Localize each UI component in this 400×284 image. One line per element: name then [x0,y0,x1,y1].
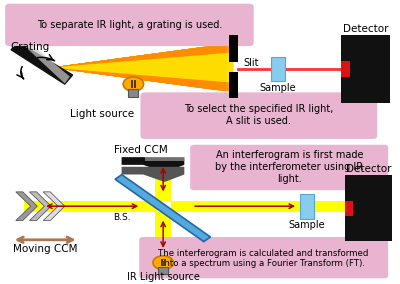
Polygon shape [51,66,58,68]
Text: To select the specified IR light,
A slit is used.: To select the specified IR light, A slit… [184,104,334,126]
Text: Fixed CCM: Fixed CCM [114,145,168,155]
Polygon shape [26,44,70,83]
Polygon shape [51,55,146,80]
FancyBboxPatch shape [5,4,254,46]
Polygon shape [122,157,184,172]
Bar [24,201,157,212]
Polygon shape [51,58,124,78]
Text: Sample: Sample [260,83,296,93]
Polygon shape [51,45,219,90]
Text: Grating: Grating [10,42,49,52]
Polygon shape [115,175,210,242]
Bar [230,35,238,62]
Polygon shape [51,51,175,84]
Bar [230,72,238,98]
Polygon shape [51,60,109,76]
FancyBboxPatch shape [140,92,377,139]
Polygon shape [51,64,80,72]
Bar [345,175,392,241]
Polygon shape [51,54,153,82]
Polygon shape [51,62,88,72]
Polygon shape [51,48,197,87]
Bar [155,212,171,259]
Bar [341,61,350,77]
Text: Light source: Light source [70,109,134,119]
Polygon shape [43,192,65,220]
Text: IR Light source: IR Light source [127,272,200,282]
Text: B.S.: B.S. [113,213,130,222]
Polygon shape [51,43,233,92]
FancyBboxPatch shape [190,145,388,190]
Bar [158,266,168,274]
Polygon shape [51,44,226,91]
Bar [128,89,138,97]
Text: Moving CCM: Moving CCM [13,245,78,254]
Polygon shape [51,61,102,74]
Text: Slit: Slit [243,58,259,68]
Polygon shape [51,50,182,85]
Text: Detector: Detector [346,164,391,174]
Text: Detector: Detector [343,24,388,34]
Polygon shape [51,47,204,88]
Bar [341,35,390,103]
Polygon shape [51,59,117,76]
Polygon shape [145,157,184,161]
Bar [300,194,314,219]
Polygon shape [51,56,138,80]
Polygon shape [11,43,73,84]
Polygon shape [51,53,160,82]
Ellipse shape [153,256,173,270]
Bar [171,201,365,212]
Text: To separate IR light, a grating is used.: To separate IR light, a grating is used. [37,20,222,30]
Polygon shape [51,64,73,70]
Polygon shape [51,52,168,83]
Polygon shape [122,167,184,182]
Polygon shape [51,53,233,83]
Polygon shape [51,66,66,70]
Bar [155,158,171,201]
Polygon shape [51,62,95,74]
Text: The interferogram is calculated and transformed
into a spectrum using a Fourier : The interferogram is calculated and tran… [158,248,369,268]
Polygon shape [51,49,190,86]
Polygon shape [51,46,212,89]
Polygon shape [51,57,131,78]
Polygon shape [16,192,37,220]
Text: Sample: Sample [288,220,325,231]
FancyBboxPatch shape [139,237,388,278]
Bar [345,201,353,216]
Polygon shape [30,192,51,220]
Text: An interferogram is first made
by the interferometer using IR
light.: An interferogram is first made by the in… [215,151,364,184]
Ellipse shape [123,77,144,91]
Bar [270,57,286,81]
